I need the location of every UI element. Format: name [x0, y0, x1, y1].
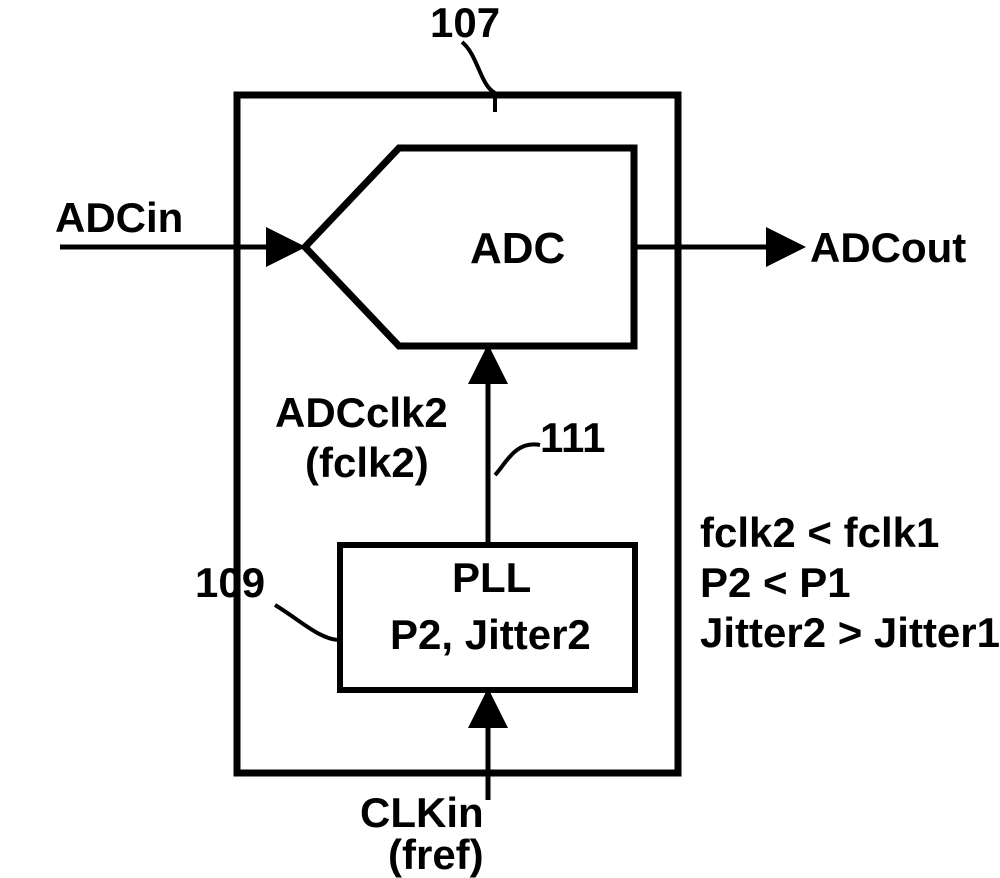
adcin-label: ADCin: [55, 195, 183, 241]
ref-107-label: 107: [430, 0, 500, 46]
adcclk-line2: (fclk2): [305, 440, 429, 486]
ref-107-curve: [462, 42, 495, 93]
adcclk-line1: ADCclk2: [275, 390, 448, 436]
notes-line3: Jitter2 > Jitter1: [700, 610, 1000, 656]
adcout-label: ADCout: [810, 225, 966, 271]
ref-111-label: 111: [540, 415, 605, 461]
ref-109-curve: [275, 605, 340, 640]
adc-label: ADC: [470, 225, 565, 273]
pll-line2: P2, Jitter2: [390, 612, 591, 658]
notes-line1: fclk2 < fclk1: [700, 510, 939, 556]
ref-111-curve: [495, 444, 540, 475]
notes-line2: P2 < P1: [700, 560, 851, 606]
pll-line1: PLL: [452, 555, 531, 601]
clkin-line1: CLKin: [360, 790, 484, 836]
clkin-line2: (fref): [388, 832, 484, 878]
ref-109-label: 109: [195, 560, 265, 606]
